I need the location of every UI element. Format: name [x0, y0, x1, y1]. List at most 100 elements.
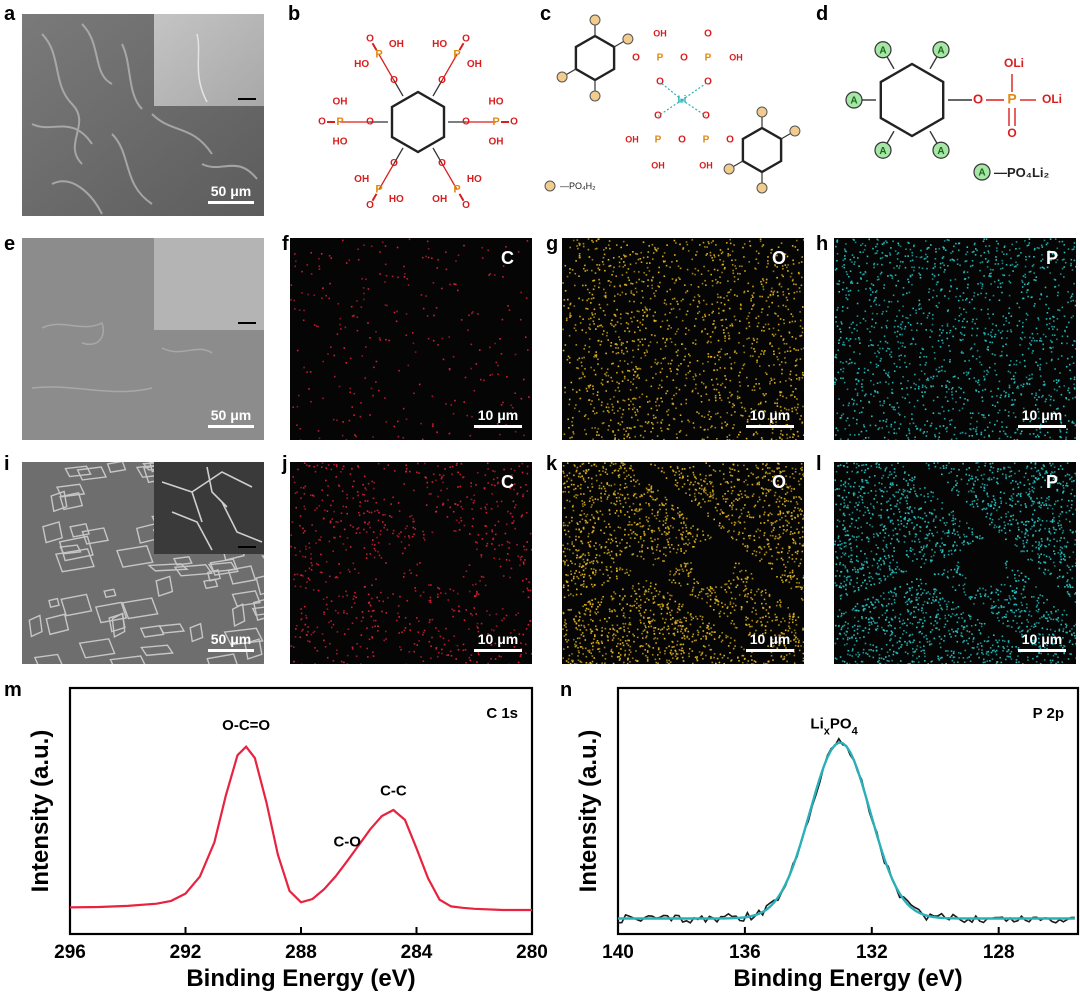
element-label: O [772, 248, 786, 268]
peak-annotation: LixPO4 [810, 715, 858, 737]
atom-label: O [726, 135, 734, 146]
panel-label-e: e [4, 233, 16, 255]
panel-label-f: f [282, 233, 289, 255]
eds-dots [834, 462, 1076, 664]
scale-bar [1018, 649, 1066, 652]
ring [741, 126, 783, 174]
atom-label: OH [354, 174, 369, 185]
atom-label: OH [489, 137, 504, 148]
atom-label: O [318, 117, 326, 128]
x-tick-label: 136 [729, 942, 761, 963]
atom-label: O [366, 34, 374, 45]
atom-label: P [453, 183, 460, 195]
eds-map-f: C 10 μm [290, 238, 532, 440]
eds-dots [834, 238, 1076, 440]
substituent-label: A [937, 146, 944, 157]
panel-label-d: d [816, 3, 829, 25]
scale-bar-label: 10 μm [750, 407, 790, 423]
scale-bar-label: 10 μm [478, 631, 518, 647]
xps-chart-c1s: 296 292 288 284 280 Binding Energy (eV) Intens… [0, 678, 550, 1002]
legend-text: —PO₄H₂ [560, 181, 596, 191]
substituent-circle [589, 14, 601, 26]
scale-bar-label: 10 μm [478, 407, 518, 423]
atom-label: HO [432, 39, 447, 50]
sem-image-e: 50 μm [22, 238, 264, 440]
substituent-circle [756, 182, 768, 194]
y-axis-label: Intensity (a.u.) [27, 730, 54, 893]
atom-label: O [462, 200, 470, 211]
atom-label: P [1007, 91, 1016, 107]
x-tick-label: 292 [170, 942, 202, 963]
scale-bar [746, 649, 794, 652]
substituent-circle [756, 106, 768, 118]
legend-text: —PO₄Li₂ [994, 165, 1050, 180]
atom-label: O [366, 200, 374, 211]
atom-label: OH [653, 28, 667, 38]
peak-annotation: C-C [380, 782, 407, 799]
panel-label-g: g [546, 233, 559, 255]
eds-dots [290, 462, 532, 664]
atom-label: O [680, 53, 688, 64]
structure-c: O P O P OH OH O O O OH P O P O O O OH OH Li —PO₄H₂ [540, 10, 810, 220]
x-tick-label: 140 [602, 942, 634, 963]
eds-dots [562, 462, 804, 664]
c1s-spectrum-line [69, 745, 532, 912]
element-label: C [501, 248, 514, 268]
panel-label-l: l [816, 453, 822, 475]
atom-label: P [375, 183, 382, 195]
x-tick-label: 280 [516, 942, 548, 963]
atom-label: P [336, 116, 343, 128]
plot-frame [68, 686, 534, 936]
atom-label: OH [729, 52, 743, 62]
scale-bar [1018, 425, 1066, 428]
atom-label: HO [489, 97, 504, 108]
panel-label-b: b [288, 3, 301, 25]
sem-image-i: 50 μm [22, 462, 264, 664]
scale-bar [474, 425, 522, 428]
eds-map-k: O 10 μm [562, 462, 804, 664]
p2p-fit-line [618, 741, 1075, 920]
atom-label: O [704, 29, 712, 40]
x-axis-label: Binding Energy (eV) [186, 965, 415, 992]
atom-label: HO [333, 137, 348, 148]
spectrum-title: C 1s [486, 705, 518, 722]
atom-label: O [678, 135, 686, 146]
atom-label: O [973, 91, 983, 106]
atom-label: O [1007, 126, 1016, 140]
xps-chart-p2p: 140 136 132 128 Binding Energy (eV) Intensity… [556, 678, 1080, 1002]
atom-label: OH [432, 194, 447, 205]
substituent-circle [845, 91, 863, 109]
panel-label-i: i [4, 453, 10, 475]
atom-label: P [453, 48, 460, 60]
atom-label: P [703, 135, 710, 146]
atom-label: OH [333, 97, 348, 108]
element-label: P [1046, 248, 1058, 268]
atom-label: P [657, 53, 664, 64]
structure-b: OPOHHOOOPOHHOOOPOHHOOOPOHHOOOPOHHOOOPOHH… [300, 10, 540, 220]
x-axis-label: Binding Energy (eV) [733, 965, 962, 992]
legend-circle-label: A [978, 168, 985, 179]
scale-bar-label: 10 μm [1022, 407, 1062, 423]
atom-label: P [705, 53, 712, 64]
eds-map-l: P 10 μm [834, 462, 1076, 664]
substituent-circle [589, 90, 601, 102]
substituent-label: A [879, 146, 886, 157]
panel-label-j: j [282, 453, 288, 475]
scale-bar [746, 425, 794, 428]
atom-label: P [375, 48, 382, 60]
eds-dots [290, 238, 530, 440]
spectrum-title: P 2p [1033, 705, 1064, 722]
ring [879, 62, 945, 138]
substituent-circle [932, 41, 950, 59]
atom-label: OH [699, 160, 713, 170]
scale-bar-label-e: 50 μm [211, 407, 251, 423]
atom-label: OH [651, 160, 665, 170]
sem-inset-a [154, 14, 264, 106]
eds-map-h: P 10 μm [834, 238, 1076, 440]
peak-annotation: C-O [333, 833, 361, 850]
atom-label: HO [467, 174, 482, 185]
atom-label: O [704, 77, 712, 88]
atom-label: O [510, 117, 518, 128]
element-label: O [772, 472, 786, 492]
atom-label: P [492, 116, 499, 128]
